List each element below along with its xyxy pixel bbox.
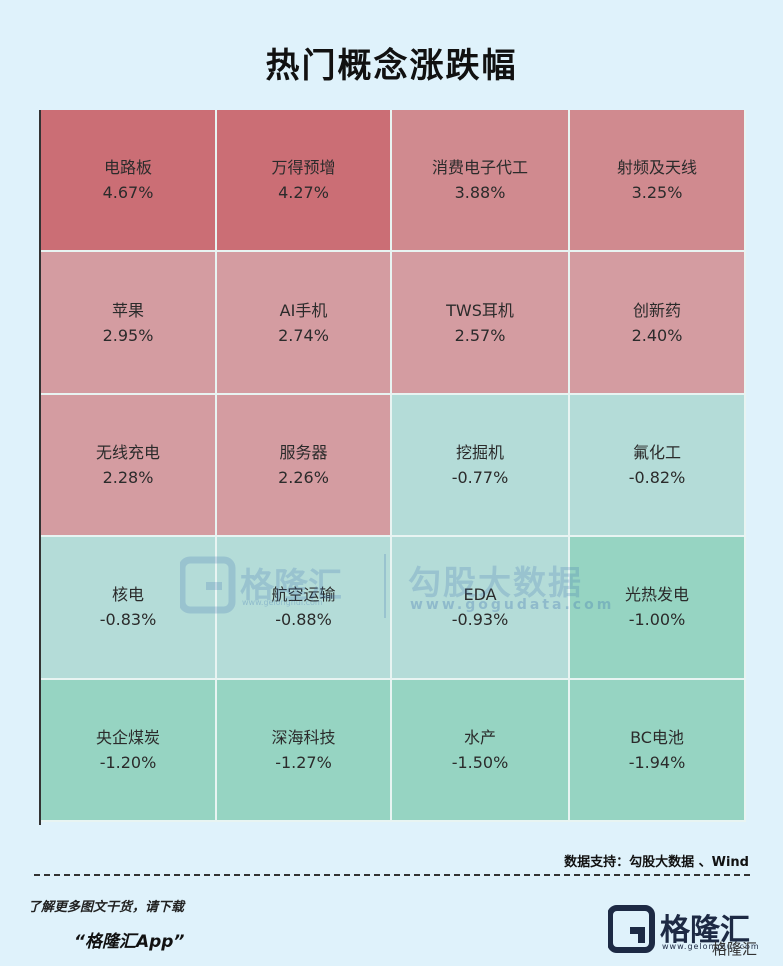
cell-value: 2.26%: [278, 467, 329, 487]
heatmap-cell: 航空运输 -0.88%: [217, 537, 392, 680]
heatmap-cell: 核电 -0.83%: [41, 537, 217, 680]
cell-value: 3.88%: [454, 183, 506, 203]
heatmap-cell: EDA -0.93%: [392, 537, 570, 680]
cell-value: -0.83%: [99, 610, 157, 630]
cell-value: -1.00%: [628, 610, 686, 630]
cell-value: -1.20%: [99, 752, 157, 772]
watermark-brand-url: www.gelonghui.com: [242, 598, 323, 607]
cell-name: 无线充电: [95, 442, 160, 462]
cell-name: 苹果: [111, 300, 144, 320]
watermark-partner-url: www.gogudata.com: [410, 597, 615, 613]
cell-value: 2.74%: [278, 325, 329, 345]
cell-name: 服务器: [279, 442, 328, 462]
heatmap-cell: 服务器 2.26%: [217, 394, 392, 538]
cell-name: 深海科技: [271, 727, 336, 747]
cell-name: 消费电子代工: [431, 158, 528, 178]
cell-value: -0.82%: [628, 467, 686, 487]
heatmap-cell: BC电池 -1.94%: [570, 679, 746, 822]
heatmap-cell: 苹果 2.95%: [41, 252, 217, 395]
cell-value: -1.94%: [628, 752, 686, 772]
heatmap-cell: 电路板 4.67%: [41, 110, 217, 253]
cell-name: 射频及天线: [616, 158, 697, 178]
heatmap-cell: TWS耳机 2.57%: [392, 252, 570, 395]
cell-value: 2.40%: [631, 325, 683, 345]
cell-name: 航空运输: [271, 585, 336, 605]
heatmap-grid: 电路板 4.67% 万得预增 4.27% 消费电子代工 3.88% 射频及天线 3.25% 苹果…: [41, 110, 746, 822]
heatmap-cell: 无线充电 2.28%: [41, 394, 217, 538]
heatmap-cell: 射频及天线 3.25%: [570, 110, 746, 253]
cell-value: -1.50%: [451, 752, 509, 772]
heatmap-cell: 万得预增 4.27%: [217, 110, 392, 253]
heatmap-cell: 光热发电 -1.00%: [570, 537, 746, 680]
cell-name: 央企煤炭: [95, 727, 160, 747]
cell-value: 2.57%: [454, 325, 506, 345]
cell-name: 光热发电: [624, 585, 689, 605]
cell-name: TWS耳机: [446, 300, 514, 320]
cell-name: 创新药: [632, 300, 681, 320]
cell-name: 挖掘机: [455, 442, 504, 462]
cell-name: BC电池: [630, 727, 684, 747]
logo-text: 格隆汇: [660, 913, 750, 948]
cell-name: 水产: [463, 727, 496, 747]
left-axis-line: [39, 110, 41, 825]
cell-name: 万得预增: [271, 158, 336, 178]
heatmap-cell: AI手机 2.74%: [217, 252, 392, 395]
heatmap-cell: 央企煤炭 -1.20%: [41, 679, 217, 822]
heatmap-cell: 氟化工 -0.82%: [570, 394, 746, 538]
promo-line-1: 了解更多图文干货，请下载: [28, 900, 185, 915]
promo-line-2: “格隆汇App”: [74, 932, 185, 952]
cell-value: 4.67%: [102, 183, 154, 203]
cell-name: 核电: [111, 585, 144, 605]
heatmap-cell: 创新药 2.40%: [570, 252, 746, 395]
cell-value: -0.93%: [451, 610, 509, 630]
cell-value: 3.25%: [631, 183, 683, 203]
watermark-brand: 格隆汇: [240, 566, 342, 606]
gelonghui-logo-icon: [608, 905, 655, 953]
cell-name: EDA: [463, 585, 497, 605]
heatmap-cell: 挖掘机 -0.77%: [392, 394, 570, 538]
heatmap-cell: 水产 -1.50%: [392, 679, 570, 822]
heatmap-cell: 消费电子代工 3.88%: [392, 110, 570, 253]
logo-url: www.gelonghui.com: [662, 942, 760, 951]
cell-name: AI手机: [279, 300, 328, 320]
cell-value: 2.28%: [102, 467, 154, 487]
cell-value: -0.77%: [451, 467, 509, 487]
footer-divider: [34, 874, 750, 876]
cell-value: 4.27%: [278, 183, 329, 203]
cell-value: -1.27%: [275, 752, 332, 772]
watermark-partner: 勾股大数据: [408, 563, 583, 602]
chart-title: 热门概念涨跌幅: [265, 46, 518, 86]
data-source: 数据支持：勾股大数据 、Wind: [564, 855, 749, 870]
logo-tag: 格隆汇: [712, 940, 758, 958]
cell-name: 氟化工: [632, 442, 681, 462]
cell-value: 2.95%: [102, 325, 154, 345]
heatmap-cell: 深海科技 -1.27%: [217, 679, 392, 822]
cell-value: -0.88%: [275, 610, 332, 630]
cell-name: 电路板: [103, 158, 152, 178]
